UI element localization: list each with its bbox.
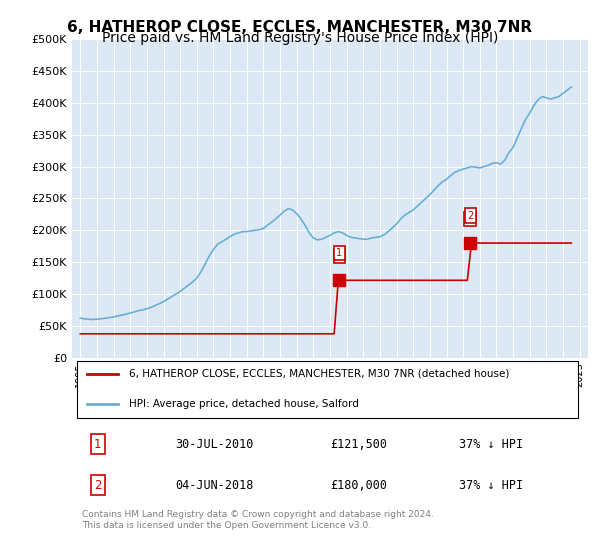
Text: £121,500: £121,500: [330, 438, 387, 451]
FancyBboxPatch shape: [77, 361, 578, 418]
Text: 1: 1: [94, 438, 101, 451]
Text: HPI: Average price, detached house, Salford: HPI: Average price, detached house, Salf…: [129, 399, 359, 409]
Text: 6, HATHEROP CLOSE, ECCLES, MANCHESTER, M30 7NR: 6, HATHEROP CLOSE, ECCLES, MANCHESTER, M…: [67, 20, 533, 35]
Text: 2: 2: [467, 214, 474, 224]
Text: 6, HATHEROP CLOSE, ECCLES, MANCHESTER, M30 7NR (detached house): 6, HATHEROP CLOSE, ECCLES, MANCHESTER, M…: [129, 368, 509, 379]
Text: 04-JUN-2018: 04-JUN-2018: [175, 479, 254, 492]
Text: 2: 2: [94, 479, 101, 492]
Text: Contains HM Land Registry data © Crown copyright and database right 2024.
This d: Contains HM Land Registry data © Crown c…: [82, 510, 434, 530]
Text: 1: 1: [337, 248, 343, 258]
Text: 1: 1: [336, 251, 343, 261]
Text: 37% ↓ HPI: 37% ↓ HPI: [459, 438, 523, 451]
Text: Price paid vs. HM Land Registry's House Price Index (HPI): Price paid vs. HM Land Registry's House …: [102, 31, 498, 45]
Text: £180,000: £180,000: [330, 479, 387, 492]
Text: 2: 2: [467, 211, 473, 221]
Text: 37% ↓ HPI: 37% ↓ HPI: [459, 479, 523, 492]
Text: 30-JUL-2010: 30-JUL-2010: [175, 438, 254, 451]
